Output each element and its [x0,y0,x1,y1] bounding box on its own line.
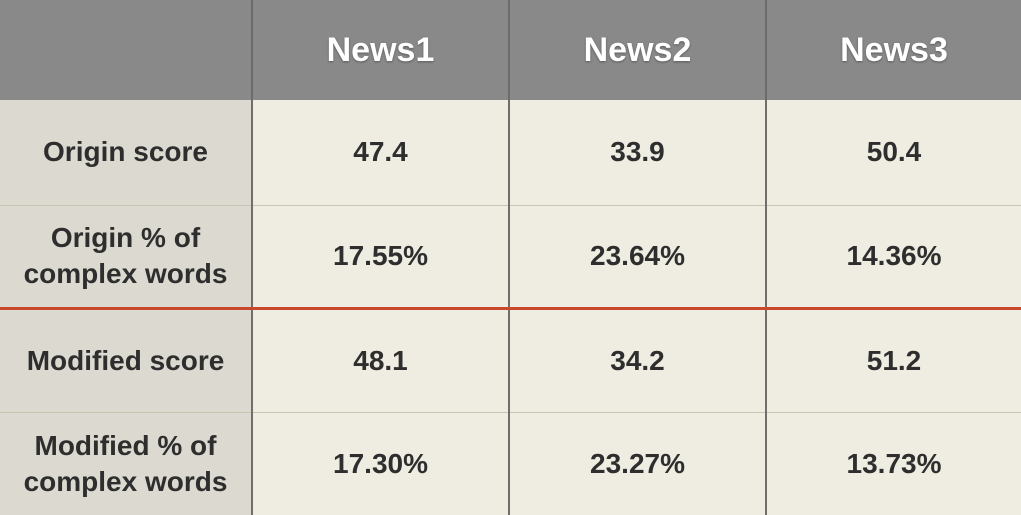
column-header-news3: News3 [765,0,1021,100]
header-corner-cell [0,0,252,100]
table-row: Modified % of complex words 17.30% 23.27… [0,412,1021,515]
table-cell: 17.55% [251,205,509,310]
header-row: News1 News2 News3 [0,0,1021,100]
table-body: Origin score 47.4 33.9 50.4 Origin % of … [0,100,1021,515]
table-row: Origin score 47.4 33.9 50.4 [0,100,1021,206]
table-cell: 17.30% [251,412,509,515]
column-header-news1: News1 [251,0,509,100]
table-cell: 50.4 [765,100,1021,206]
table-row: Modified score 48.1 34.2 51.2 [0,308,1021,413]
row-label-origin-score: Origin score [0,100,252,206]
table-cell: 23.27% [508,412,766,515]
table-cell: 47.4 [251,100,509,206]
table-cell: 14.36% [765,205,1021,310]
table-cell: 34.2 [508,308,766,413]
row-label-modified-complex-words: Modified % of complex words [0,412,252,515]
table-header: News1 News2 News3 [0,0,1021,100]
row-label-modified-score: Modified score [0,308,252,413]
table-cell: 13.73% [765,412,1021,515]
row-label-origin-complex-words: Origin % of complex words [0,205,252,310]
table-cell: 23.64% [508,205,766,310]
column-header-news2: News2 [508,0,766,100]
table-cell: 48.1 [251,308,509,413]
table-cell: 51.2 [765,308,1021,413]
table-row: Origin % of complex words 17.55% 23.64% … [0,205,1021,310]
table-cell: 33.9 [508,100,766,206]
